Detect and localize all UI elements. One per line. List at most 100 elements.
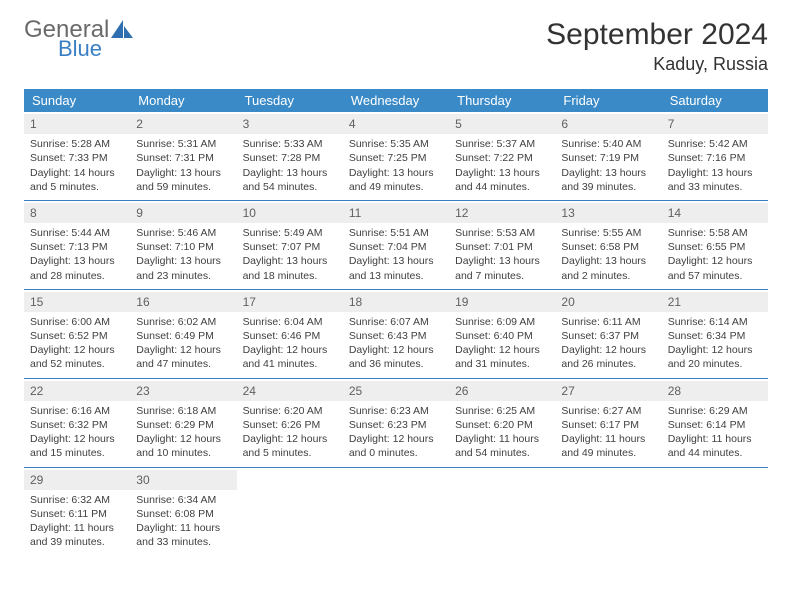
day-cell: 11Sunrise: 5:51 AMSunset: 7:04 PMDayligh… [343, 201, 449, 289]
day-number: 22 [24, 381, 130, 401]
logo-text-blue: Blue [58, 38, 133, 60]
daylight-line: Daylight: 12 hours and 47 minutes. [134, 343, 232, 371]
daylight-line: Daylight: 13 hours and 54 minutes. [241, 166, 339, 194]
weekday-label: Thursday [449, 89, 555, 112]
sunrise-line: Sunrise: 5:46 AM [134, 226, 232, 240]
location: Kaduy, Russia [546, 54, 768, 75]
daylight-line: Daylight: 13 hours and 59 minutes. [134, 166, 232, 194]
day-number: 9 [130, 203, 236, 223]
day-cell: 17Sunrise: 6:04 AMSunset: 6:46 PMDayligh… [237, 290, 343, 378]
daylight-line: Daylight: 13 hours and 18 minutes. [241, 254, 339, 282]
sunrise-line: Sunrise: 6:02 AM [134, 315, 232, 329]
header: General Blue September 2024 Kaduy, Russi… [24, 18, 768, 75]
day-cell: 24Sunrise: 6:20 AMSunset: 6:26 PMDayligh… [237, 379, 343, 467]
daylight-line: Daylight: 12 hours and 10 minutes. [134, 432, 232, 460]
sunset-line: Sunset: 7:16 PM [666, 151, 764, 165]
day-number: 17 [237, 292, 343, 312]
day-cell: 7Sunrise: 5:42 AMSunset: 7:16 PMDaylight… [662, 112, 768, 200]
week-row: 15Sunrise: 6:00 AMSunset: 6:52 PMDayligh… [24, 290, 768, 379]
weekday-label: Tuesday [237, 89, 343, 112]
day-number: 30 [130, 470, 236, 490]
day-number: 29 [24, 470, 130, 490]
sunrise-line: Sunrise: 5:35 AM [347, 137, 445, 151]
sunset-line: Sunset: 7:22 PM [453, 151, 551, 165]
sunrise-line: Sunrise: 6:18 AM [134, 404, 232, 418]
sunrise-line: Sunrise: 5:44 AM [28, 226, 126, 240]
weekday-label: Wednesday [343, 89, 449, 112]
daylight-line: Daylight: 11 hours and 49 minutes. [559, 432, 657, 460]
sunset-line: Sunset: 6:40 PM [453, 329, 551, 343]
week-row: 22Sunrise: 6:16 AMSunset: 6:32 PMDayligh… [24, 379, 768, 468]
month-title: September 2024 [546, 18, 768, 52]
daylight-line: Daylight: 12 hours and 0 minutes. [347, 432, 445, 460]
sunrise-line: Sunrise: 5:40 AM [559, 137, 657, 151]
daylight-line: Daylight: 11 hours and 44 minutes. [666, 432, 764, 460]
day-number: 11 [343, 203, 449, 223]
day-cell: 10Sunrise: 5:49 AMSunset: 7:07 PMDayligh… [237, 201, 343, 289]
day-number: 10 [237, 203, 343, 223]
day-cell: 14Sunrise: 5:58 AMSunset: 6:55 PMDayligh… [662, 201, 768, 289]
sunrise-line: Sunrise: 6:07 AM [347, 315, 445, 329]
day-cell: 1Sunrise: 5:28 AMSunset: 7:33 PMDaylight… [24, 112, 130, 200]
daylight-line: Daylight: 13 hours and 23 minutes. [134, 254, 232, 282]
weekday-header: SundayMondayTuesdayWednesdayThursdayFrid… [24, 89, 768, 112]
daylight-line: Daylight: 11 hours and 54 minutes. [453, 432, 551, 460]
daylight-line: Daylight: 12 hours and 57 minutes. [666, 254, 764, 282]
title-block: September 2024 Kaduy, Russia [546, 18, 768, 75]
daylight-line: Daylight: 12 hours and 52 minutes. [28, 343, 126, 371]
day-number: 2 [130, 114, 236, 134]
sunset-line: Sunset: 7:31 PM [134, 151, 232, 165]
day-cell: 20Sunrise: 6:11 AMSunset: 6:37 PMDayligh… [555, 290, 661, 378]
day-number: 16 [130, 292, 236, 312]
sunset-line: Sunset: 6:11 PM [28, 507, 126, 521]
daylight-line: Daylight: 12 hours and 20 minutes. [666, 343, 764, 371]
sunrise-line: Sunrise: 6:00 AM [28, 315, 126, 329]
day-cell [555, 468, 661, 556]
day-cell [237, 468, 343, 556]
sunrise-line: Sunrise: 6:32 AM [28, 493, 126, 507]
sunset-line: Sunset: 7:33 PM [28, 151, 126, 165]
day-number: 23 [130, 381, 236, 401]
day-number: 21 [662, 292, 768, 312]
sunset-line: Sunset: 6:49 PM [134, 329, 232, 343]
sunrise-line: Sunrise: 5:31 AM [134, 137, 232, 151]
day-cell: 4Sunrise: 5:35 AMSunset: 7:25 PMDaylight… [343, 112, 449, 200]
sunrise-line: Sunrise: 5:58 AM [666, 226, 764, 240]
weekday-label: Monday [130, 89, 236, 112]
weekday-label: Sunday [24, 89, 130, 112]
sunset-line: Sunset: 6:46 PM [241, 329, 339, 343]
day-number: 4 [343, 114, 449, 134]
daylight-line: Daylight: 13 hours and 2 minutes. [559, 254, 657, 282]
sunset-line: Sunset: 6:29 PM [134, 418, 232, 432]
sunrise-line: Sunrise: 6:11 AM [559, 315, 657, 329]
day-number: 15 [24, 292, 130, 312]
day-cell: 25Sunrise: 6:23 AMSunset: 6:23 PMDayligh… [343, 379, 449, 467]
daylight-line: Daylight: 13 hours and 28 minutes. [28, 254, 126, 282]
day-cell: 29 Sunrise: 6:32 AMSunset: 6:11 PMDayligh… [24, 468, 130, 556]
day-number: 25 [343, 381, 449, 401]
day-number: 6 [555, 114, 661, 134]
sunrise-line: Sunrise: 5:55 AM [559, 226, 657, 240]
sunset-line: Sunset: 6:52 PM [28, 329, 126, 343]
sunrise-line: Sunrise: 5:37 AM [453, 137, 551, 151]
daylight-line: Daylight: 11 hours and 39 minutes. [28, 521, 126, 549]
sunset-line: Sunset: 6:17 PM [559, 418, 657, 432]
daylight-line: Daylight: 12 hours and 26 minutes. [559, 343, 657, 371]
sunset-line: Sunset: 6:23 PM [347, 418, 445, 432]
week-row: 29 Sunrise: 6:32 AMSunset: 6:11 PMDayligh… [24, 468, 768, 556]
daylight-line: Daylight: 13 hours and 44 minutes. [453, 166, 551, 194]
day-number: 26 [449, 381, 555, 401]
sunset-line: Sunset: 6:37 PM [559, 329, 657, 343]
day-number: 12 [449, 203, 555, 223]
day-cell [662, 468, 768, 556]
daylight-line: Daylight: 13 hours and 39 minutes. [559, 166, 657, 194]
sunrise-line: Sunrise: 5:49 AM [241, 226, 339, 240]
day-number: 24 [237, 381, 343, 401]
day-cell: 2 Sunrise: 5:31 AMSunset: 7:31 PMDaylight… [130, 112, 236, 200]
sunset-line: Sunset: 6:55 PM [666, 240, 764, 254]
day-cell: 18Sunrise: 6:07 AMSunset: 6:43 PMDayligh… [343, 290, 449, 378]
day-cell: 21Sunrise: 6:14 AMSunset: 6:34 PMDayligh… [662, 290, 768, 378]
day-number: 1 [24, 114, 130, 134]
week-row: 1Sunrise: 5:28 AMSunset: 7:33 PMDaylight… [24, 112, 768, 201]
sunset-line: Sunset: 6:08 PM [134, 507, 232, 521]
